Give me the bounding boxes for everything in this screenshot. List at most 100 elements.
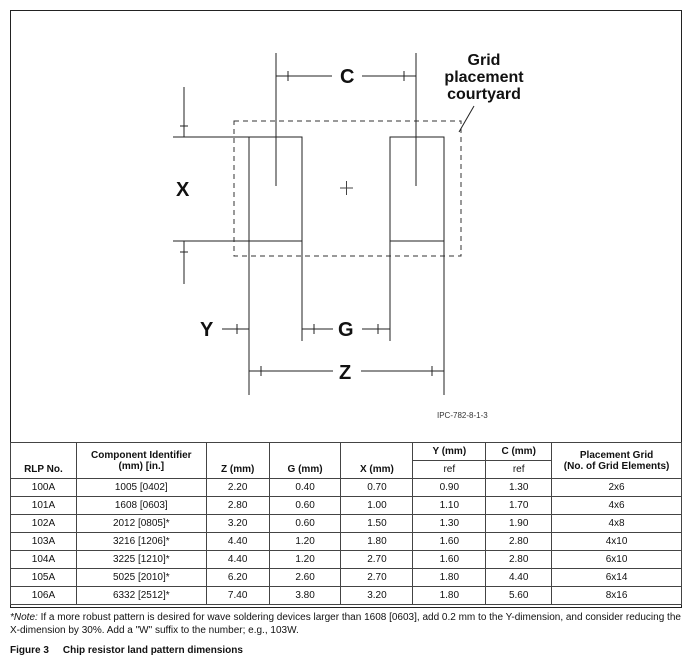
header-g: G (mm) (268, 442, 342, 479)
cell-x: 1.00 (340, 496, 414, 515)
cell-rlp: 100A (10, 478, 77, 497)
cell-component: 1005 [0402] (75, 478, 207, 497)
header-y: Y (mm) (412, 442, 487, 461)
center-crosshair (340, 181, 353, 195)
cell-c: 2.80 (485, 550, 553, 569)
y-dimension-label: Y (200, 319, 214, 341)
x-dimension-label: X (176, 179, 190, 201)
cell-component: 3225 [1210]* (75, 550, 207, 569)
cell-y: 1.80 (412, 586, 487, 605)
callout-leader (458, 105, 475, 133)
table-row: 106A 6332 [2512]* 7.40 3.80 3.20 1.80 5.60 8x16 (10, 586, 682, 605)
right-land-pad (389, 136, 445, 242)
cell-z: 2.80 (205, 496, 270, 515)
z-dimension-lines (249, 366, 444, 376)
header-z: Z (mm) (205, 442, 270, 479)
cell-x: 2.70 (340, 568, 414, 587)
table-row: 100A 1005 [0402] 2.20 0.40 0.70 0.90 1.30 2x6 (10, 478, 682, 497)
cell-z: 6.20 (205, 568, 270, 587)
cell-grid: 8x16 (551, 586, 682, 605)
figure-caption: Figure 3 Chip resistor land pattern dimen… (10, 645, 243, 656)
header-component-line2: (mm) [in.] (118, 460, 165, 472)
cell-grid: 6x14 (551, 568, 682, 587)
land-pattern-diagram: C X Y G Z Grid placement courtyard IPC-7… (173, 52, 524, 420)
cell-rlp: 106A (10, 586, 77, 605)
cell-y: 1.80 (412, 568, 487, 587)
cell-g: 1.20 (268, 532, 342, 551)
cell-g: 0.40 (268, 478, 342, 497)
cell-component: 6332 [2512]* (75, 586, 207, 605)
cell-component: 3216 [1206]* (75, 532, 207, 551)
cell-component: 2012 [0805]* (75, 514, 207, 533)
cell-y: 0.90 (412, 478, 487, 497)
cell-y: 1.30 (412, 514, 487, 533)
cell-z: 7.40 (205, 586, 270, 605)
cell-g: 3.80 (268, 586, 342, 605)
table-row: 103A 3216 [1206]* 4.40 1.20 1.80 1.60 2.80 4x10 (10, 532, 682, 551)
cell-rlp: 105A (10, 568, 77, 587)
g-dimension-label: G (338, 319, 354, 341)
cell-x: 3.20 (340, 586, 414, 605)
cell-z: 4.40 (205, 550, 270, 569)
cell-rlp: 103A (10, 532, 77, 551)
cell-c: 4.40 (485, 568, 553, 587)
table-note: *Note: If a more robust pattern is desir… (10, 611, 682, 637)
cell-y: 1.60 (412, 550, 487, 569)
table-row: 101A 1608 [0603] 2.80 0.60 1.00 1.10 1.70 4x6 (10, 496, 682, 515)
cell-c: 1.70 (485, 496, 553, 515)
courtyard-callout-line1: Grid (468, 52, 501, 69)
header-placement-grid: Placement Grid (No. of Grid Elements) (551, 442, 682, 479)
cell-grid: 4x10 (551, 532, 682, 551)
cell-z: 2.20 (205, 478, 270, 497)
header-c-ref: ref (485, 460, 553, 479)
note-text: If a more robust pattern is desired for … (10, 612, 681, 636)
cell-x: 0.70 (340, 478, 414, 497)
header-grid-line1: Placement Grid (579, 449, 654, 461)
cell-grid: 2x6 (551, 478, 682, 497)
table-row: 105A 5025 [2010]* 6.20 2.60 2.70 1.80 4.40 6x14 (10, 568, 682, 587)
cell-rlp: 104A (10, 550, 77, 569)
cell-c: 1.30 (485, 478, 553, 497)
cell-x: 1.80 (340, 532, 414, 551)
header-grid-line2: (No. of Grid Elements) (563, 460, 670, 472)
header-x: X (mm) (340, 442, 414, 479)
header-rlp: RLP No. (10, 442, 77, 479)
header-component: Component Identifier (mm) [in.] (75, 442, 207, 479)
z-dimension-label: Z (339, 362, 351, 384)
cell-g: 2.60 (268, 568, 342, 587)
cell-grid: 4x8 (551, 514, 682, 533)
table-row: 104A 3225 [1210]* 4.40 1.20 2.70 1.60 2.80 6x10 (10, 550, 682, 569)
cell-z: 4.40 (205, 532, 270, 551)
cell-rlp: 102A (10, 514, 77, 533)
cell-y: 1.10 (412, 496, 487, 515)
x-dimension-lines (173, 87, 249, 284)
cell-g: 1.20 (268, 550, 342, 569)
header-c: C (mm) (485, 442, 553, 461)
cell-x: 2.70 (340, 550, 414, 569)
land-pattern-table: RLP No. Component Identifier (mm) [in.] … (10, 442, 682, 605)
cell-z: 3.20 (205, 514, 270, 533)
caption-number: Figure 3 (10, 645, 49, 656)
cell-c: 2.80 (485, 532, 553, 551)
cell-c: 5.60 (485, 586, 553, 605)
figure-frame (10, 10, 682, 608)
cell-component: 5025 [2010]* (75, 568, 207, 587)
table-row: 102A 2012 [0805]* 3.20 0.60 1.50 1.30 1.90 4x8 (10, 514, 682, 533)
cell-rlp: 101A (10, 496, 77, 515)
cell-g: 0.60 (268, 514, 342, 533)
courtyard-callout-line2: placement (444, 69, 524, 86)
figure-id: IPC-782-8-1-3 (437, 411, 488, 420)
y-g-dimension-lines (222, 241, 445, 395)
cell-g: 0.60 (268, 496, 342, 515)
c-dimension-lines (275, 53, 417, 186)
table-body: 100A 1005 [0402] 2.20 0.40 0.70 0.90 1.30 2x6 10… (10, 478, 682, 605)
c-dimension-label: C (340, 66, 354, 88)
header-component-line1: Component Identifier (91, 449, 192, 461)
header-y-ref: ref (412, 460, 487, 479)
cell-y: 1.60 (412, 532, 487, 551)
cell-grid: 4x6 (551, 496, 682, 515)
cell-grid: 6x10 (551, 550, 682, 569)
cell-c: 1.90 (485, 514, 553, 533)
cell-component: 1608 [0603] (75, 496, 207, 515)
caption-title: Chip resistor land pattern dimensions (62, 645, 243, 656)
